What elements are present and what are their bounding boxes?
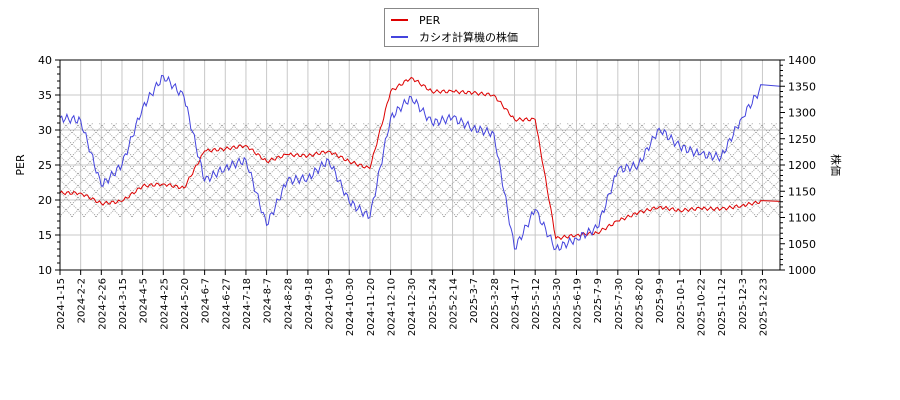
right-tick-label: 1050 bbox=[788, 238, 816, 251]
left-tick-label: 25 bbox=[38, 159, 52, 172]
x-tick-label: 2024-4-25 bbox=[159, 278, 170, 330]
x-tick-label: 2025-10-1 bbox=[676, 278, 687, 330]
right-tick-label: 1300 bbox=[788, 107, 816, 120]
x-tick-label: 2024-5-20 bbox=[180, 278, 191, 330]
legend-label-price: カシオ計算機の株価 bbox=[419, 31, 518, 44]
x-tick-label: 2025-5-30 bbox=[552, 278, 563, 330]
x-tick-label: 2024-9-18 bbox=[304, 278, 315, 330]
left-tick-label: 10 bbox=[38, 264, 52, 277]
series-lines bbox=[59, 74, 781, 252]
x-tick-label: 2025-11-12 bbox=[717, 278, 728, 336]
x-tick-label: 2025-3-7 bbox=[469, 278, 480, 323]
left-tick-label: 15 bbox=[38, 229, 52, 242]
x-tick-label: 2025-9-9 bbox=[655, 278, 666, 323]
x-tick-label: 2024-1-15 bbox=[56, 278, 67, 330]
x-axis: 2024-1-15 2024-2-2 2024-2-26 2024-3-15 2024-… bbox=[56, 270, 769, 336]
right-tick-label: 1350 bbox=[788, 80, 816, 93]
x-tick-label: 2025-3-28 bbox=[490, 278, 501, 330]
x-tick-label: 2025-12-3 bbox=[738, 278, 749, 330]
x-tick-label: 2025-4-17 bbox=[511, 278, 522, 330]
x-tick-label: 2024-11-20 bbox=[366, 278, 377, 336]
x-tick-label: 2025-6-19 bbox=[572, 278, 583, 330]
right-tick-label: 1400 bbox=[788, 54, 816, 67]
x-tick-label: 2024-2-2 bbox=[77, 278, 88, 323]
x-tick-label: 2024-8-7 bbox=[263, 278, 274, 323]
legend: PER カシオ計算機の株価 bbox=[384, 8, 539, 47]
right-tick-label: 1150 bbox=[788, 185, 816, 198]
x-tick-label: 2024-12-30 bbox=[407, 278, 418, 336]
right-axis: 1400 1350 1300 1250 1200 1150 1100 1050 1000 bbox=[780, 54, 816, 277]
right-tick-label: 1200 bbox=[788, 159, 816, 172]
legend-item-per: PER bbox=[391, 12, 440, 28]
left-tick-label: 30 bbox=[38, 124, 52, 137]
x-tick-label: 2025-7-30 bbox=[614, 278, 625, 330]
x-tick-label: 2025-12-23 bbox=[758, 278, 769, 336]
legend-swatch-price bbox=[391, 36, 408, 38]
shaded-band bbox=[60, 123, 780, 218]
left-tick-label: 20 bbox=[38, 194, 52, 207]
x-tick-label: 2024-2-26 bbox=[97, 278, 108, 330]
x-tick-label: 2025-5-12 bbox=[531, 278, 542, 330]
right-axis-title: 株価 bbox=[829, 154, 843, 176]
x-tick-label: 2024-8-28 bbox=[283, 278, 294, 330]
x-tick-label: 2024-6-7 bbox=[201, 278, 212, 323]
per-line bbox=[59, 76, 781, 241]
x-tick-label: 2024-3-15 bbox=[118, 278, 129, 330]
left-axis: 40 35 30 25 20 15 10 bbox=[38, 54, 60, 277]
x-tick-label: 2025-8-20 bbox=[634, 278, 645, 330]
x-tick-label: 2025-10-22 bbox=[696, 278, 707, 336]
right-tick-label: 1100 bbox=[788, 212, 816, 225]
x-tick-label: 2024-10-30 bbox=[345, 278, 356, 336]
left-tick-label: 40 bbox=[38, 54, 52, 67]
x-tick-label: 2025-1-24 bbox=[428, 278, 439, 330]
x-tick-label: 2024-7-18 bbox=[242, 278, 253, 330]
legend-swatch-per bbox=[391, 19, 408, 21]
left-tick-label: 35 bbox=[38, 89, 52, 102]
left-axis-title: PER bbox=[14, 154, 27, 176]
x-tick-label: 2024-10-9 bbox=[325, 278, 336, 330]
x-tick-label: 2025-7-9 bbox=[593, 278, 604, 323]
x-tick-label: 2025-2-14 bbox=[449, 278, 460, 330]
x-tick-label: 2024-6-27 bbox=[221, 278, 232, 330]
right-tick-label: 1000 bbox=[788, 264, 816, 277]
price-line bbox=[59, 74, 781, 252]
x-tick-label: 2024-4-5 bbox=[139, 278, 150, 323]
legend-item-price: カシオ計算機の株価 bbox=[391, 29, 518, 45]
right-tick-label: 1250 bbox=[788, 133, 816, 146]
x-tick-label: 2024-12-10 bbox=[387, 278, 398, 336]
legend-label-per: PER bbox=[419, 13, 441, 27]
